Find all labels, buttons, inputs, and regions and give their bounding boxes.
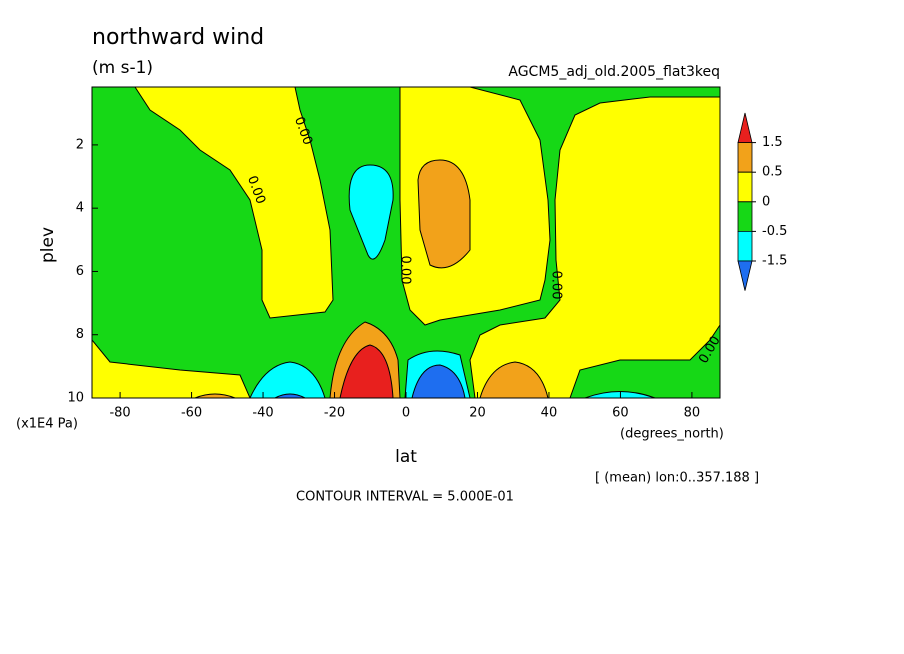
field-region — [348, 164, 394, 260]
colorbar-swatch — [737, 260, 753, 291]
y-tick-label: 2 — [76, 137, 84, 152]
field-region — [417, 159, 471, 269]
x-tick-label: 0 — [402, 406, 410, 421]
colorbar-swatch — [737, 231, 753, 262]
field-region — [469, 96, 720, 398]
field-region — [249, 361, 326, 398]
field-region — [134, 87, 334, 319]
chart-title: northward wind — [92, 25, 264, 50]
field-region — [92, 339, 251, 398]
contour-label: 0.00 — [549, 271, 564, 300]
y-tick-label: 6 — [76, 264, 84, 279]
x-tick-label: 80 — [684, 406, 701, 421]
x-tick-label: -60 — [181, 406, 202, 421]
field-region — [479, 361, 549, 398]
x-tick-label: 60 — [612, 406, 629, 421]
colorbar-swatch — [737, 201, 753, 232]
colorbar-label: 0.5 — [762, 165, 783, 180]
y-tick-label: 4 — [76, 201, 84, 216]
colorbar-swatch — [737, 142, 753, 173]
contour-field — [92, 87, 720, 398]
y-unit: (x1E4 Pa) — [16, 417, 78, 432]
colorbar-label: 1.5 — [762, 135, 783, 150]
contour-label: 0.00 — [398, 256, 413, 285]
x-unit: (degrees_north) — [620, 427, 724, 442]
note: [ (mean) lon:0..357.188 ] — [595, 471, 759, 486]
x-tick-label: -40 — [252, 406, 273, 421]
colorbar-label: 0 — [762, 194, 770, 209]
y-tick-label: 8 — [76, 327, 84, 342]
y-axis-label: plev — [38, 227, 58, 263]
colorbar-label: -1.5 — [762, 254, 787, 269]
x-tick-label: 20 — [469, 406, 486, 421]
dataset-label: AGCM5_adj_old.2005_flat3keq — [508, 64, 720, 80]
chart-subtitle: (m s-1) — [92, 58, 153, 78]
contour-interval: CONTOUR INTERVAL = 5.000E-01 — [296, 490, 514, 505]
x-tick-label: -20 — [324, 406, 345, 421]
field-region — [339, 344, 394, 398]
colorbar-label: -0.5 — [762, 224, 787, 239]
x-axis-label: lat — [395, 447, 417, 467]
x-tick-label: 40 — [541, 406, 558, 421]
x-tick-label: -80 — [109, 406, 130, 421]
colorbar-swatch — [737, 171, 753, 203]
y-tick-label: 10 — [67, 391, 84, 406]
field-region — [411, 364, 466, 398]
